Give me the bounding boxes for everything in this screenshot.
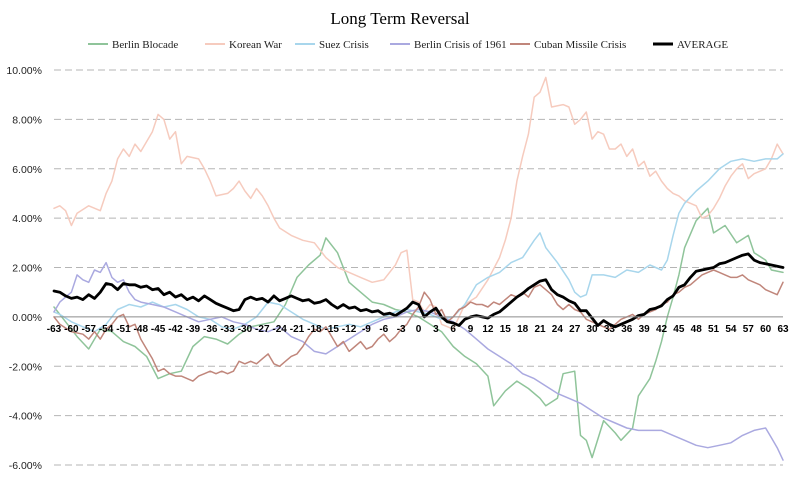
- x-tick-label: -3: [397, 324, 406, 335]
- series-line-korean-war: [53, 76, 784, 330]
- y-tick-label: 6.00%: [12, 164, 42, 176]
- y-tick-label: 4.00%: [12, 213, 42, 225]
- x-tick-label: 48: [691, 324, 703, 335]
- legend-label: Cuban Missile Crisis: [534, 39, 626, 51]
- y-tick-label: -4.00%: [9, 411, 42, 423]
- legend-label: Berlin Blocade: [112, 39, 178, 51]
- x-tick-label: -60: [64, 324, 79, 335]
- y-tick-label: 10.00%: [6, 65, 42, 77]
- legend-label: Suez Crisis: [319, 39, 369, 51]
- x-tick-label: 9: [468, 324, 474, 335]
- x-tick-label: 21: [534, 324, 546, 335]
- series-line-suez-crisis: [53, 153, 784, 333]
- x-tick-label: 60: [760, 324, 772, 335]
- chart-title: Long Term Reversal: [330, 9, 469, 28]
- legend-label: Berlin Crisis of 1961: [414, 39, 507, 51]
- x-tick-label: -30: [238, 324, 253, 335]
- y-tick-label: 2.00%: [12, 263, 42, 275]
- x-tick-label: 30: [587, 324, 599, 335]
- series-layer: [52, 76, 785, 461]
- x-tick-label: 39: [639, 324, 651, 335]
- series-line-berlin-crisis-of-1961: [53, 261, 784, 461]
- legend-label: AVERAGE: [677, 39, 728, 51]
- x-tick-label: -45: [151, 324, 166, 335]
- x-tick-label: 3: [433, 324, 439, 335]
- x-tick-label: -6: [379, 324, 388, 335]
- x-tick-label: 15: [500, 324, 512, 335]
- x-tick-label: -15: [324, 324, 339, 335]
- x-tick-label: -54: [99, 324, 114, 335]
- y-tick-label: -2.00%: [9, 361, 42, 373]
- x-tick-label: 24: [552, 324, 564, 335]
- x-tick-label: -21: [290, 324, 305, 335]
- x-tick-label: -24: [272, 324, 287, 335]
- x-tick-label: -12: [342, 324, 357, 335]
- x-tick-label: 36: [621, 324, 633, 335]
- x-tick-label: 27: [569, 324, 581, 335]
- x-tick-label: 6: [450, 324, 456, 335]
- x-tick-label: 63: [777, 324, 789, 335]
- x-tick-label: -57: [81, 324, 96, 335]
- x-tick-label: -36: [203, 324, 218, 335]
- x-tick-label: 54: [725, 324, 737, 335]
- y-axis: 10.00% 8.00% 6.00% 4.00% 2.00% 0.00% -2.00% -4.…: [6, 65, 42, 472]
- x-tick-label: 42: [656, 324, 668, 335]
- legend-label: Korean War: [229, 39, 282, 51]
- x-axis: -63 -60 -57 -54 -51 -48 -45 -42 -39 -36 -33 -30 -27-…: [47, 316, 789, 335]
- x-tick-label: 18: [517, 324, 529, 335]
- chart-legend: Berlin Blocade Korean War Suez Crisis Berli…: [88, 39, 728, 51]
- x-tick-label: -27: [255, 324, 270, 335]
- x-tick-label: -51: [116, 324, 131, 335]
- x-tick-label: 51: [708, 324, 720, 335]
- x-tick-label: -9: [362, 324, 371, 335]
- x-tick-label: 57: [743, 324, 755, 335]
- x-tick-label: -39: [186, 324, 201, 335]
- gridlines: [54, 69, 783, 466]
- x-tick-label: -18: [307, 324, 322, 335]
- x-tick-label: -33: [220, 324, 235, 335]
- y-tick-label: 0.00%: [12, 312, 42, 324]
- x-tick-label: 45: [673, 324, 685, 335]
- x-tick-label: -63: [47, 324, 62, 335]
- x-tick-label: -48: [134, 324, 149, 335]
- y-tick-label: -6.00%: [9, 460, 42, 472]
- x-tick-label: -42: [168, 324, 183, 335]
- x-tick-label: 12: [482, 324, 494, 335]
- x-tick-label: 0: [416, 324, 422, 335]
- y-tick-label: 8.00%: [12, 114, 42, 126]
- series-line-average: [52, 252, 785, 329]
- x-tick-label: 33: [604, 324, 616, 335]
